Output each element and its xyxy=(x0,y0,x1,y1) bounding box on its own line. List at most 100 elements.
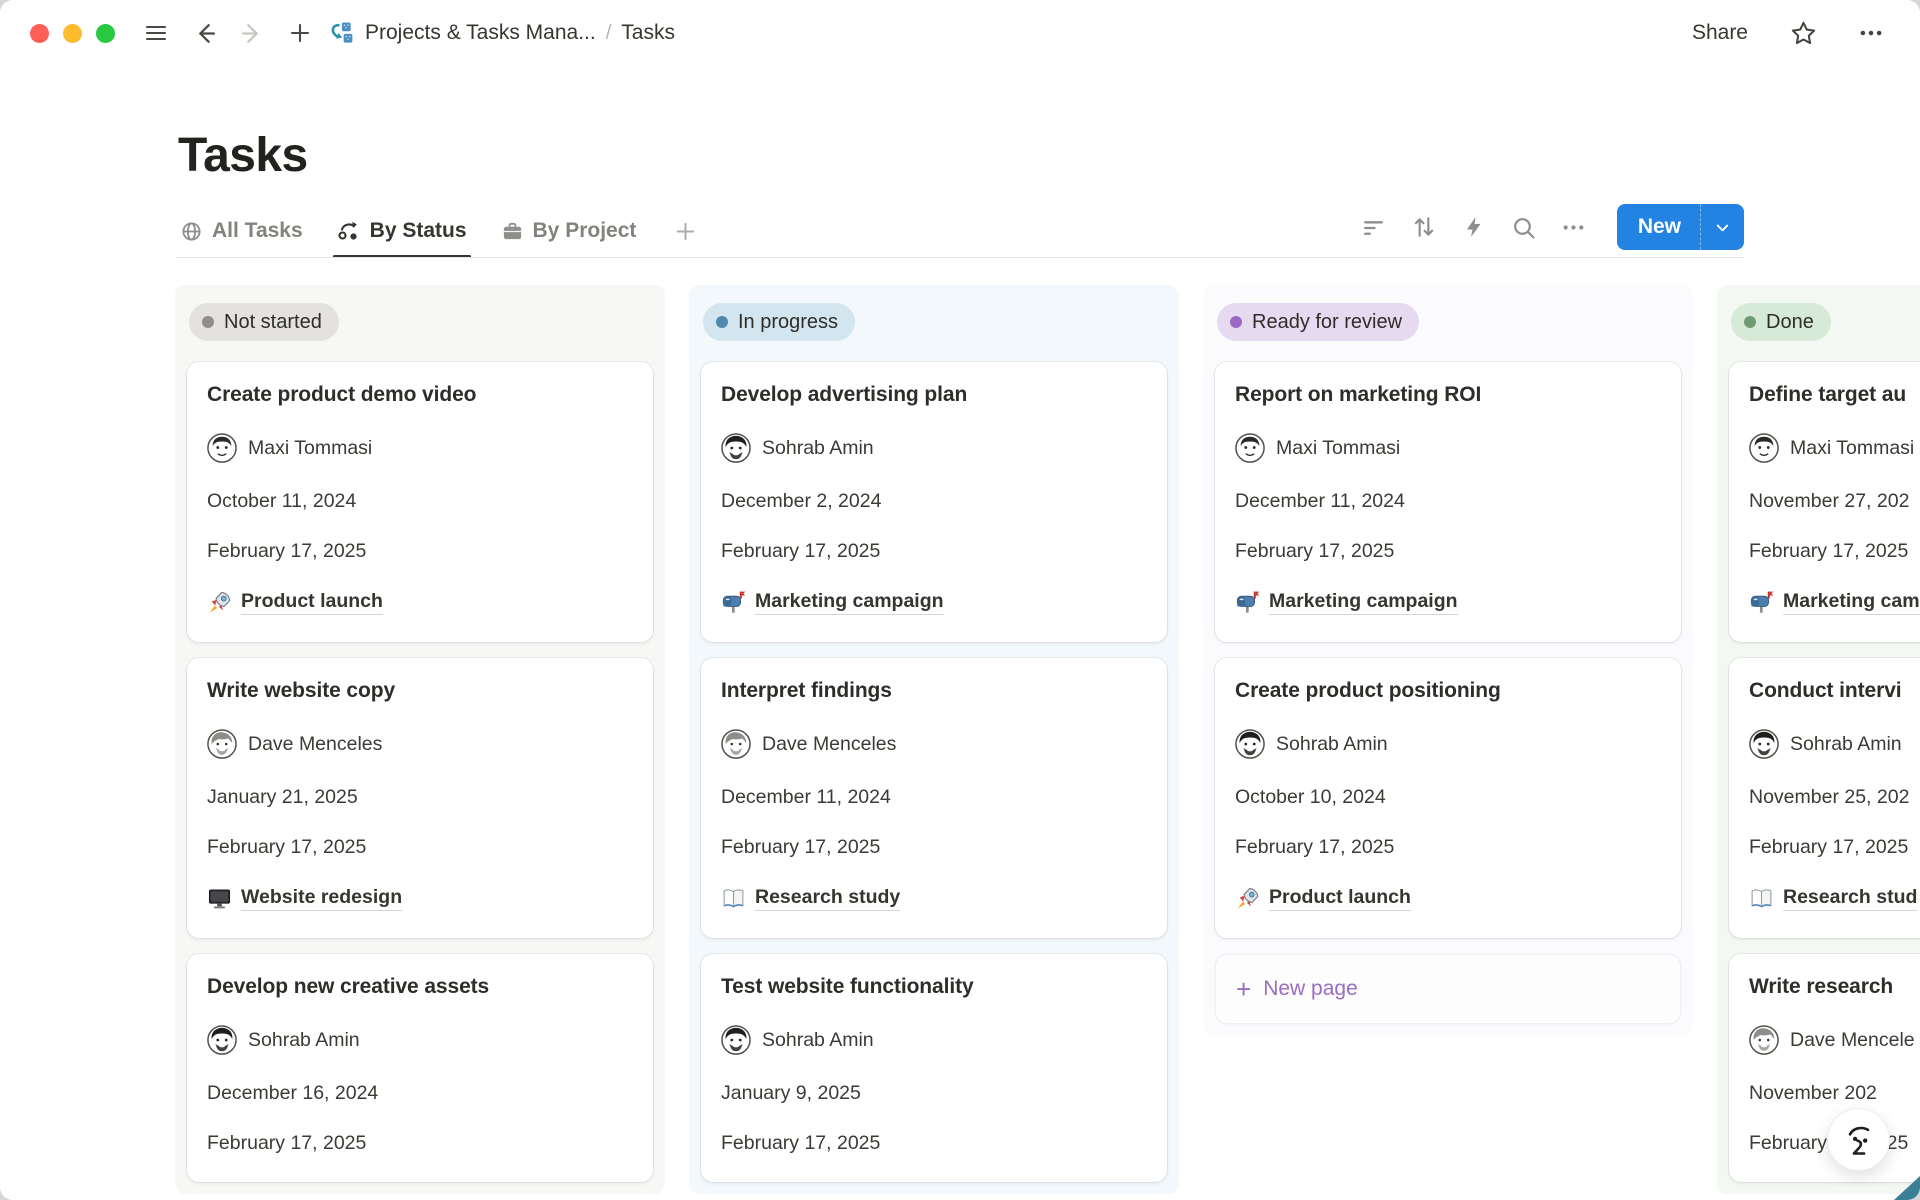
forward-arrow-icon xyxy=(240,21,265,46)
task-due-date: February 17, 2025 xyxy=(721,540,881,562)
status-dot-icon xyxy=(716,316,728,328)
task-due-date: February 17, 2025 xyxy=(721,1132,881,1154)
automations-button[interactable] xyxy=(1462,215,1486,239)
column-status-pill[interactable]: Done xyxy=(1731,303,1831,341)
ellipsis-icon xyxy=(1858,20,1884,46)
tab-by-status[interactable]: By Status xyxy=(332,219,471,258)
ai-assistant-button[interactable] xyxy=(1827,1108,1890,1171)
task-card[interactable]: Define target au Maxi Tommasi November 2… xyxy=(1729,362,1920,642)
project-link[interactable]: Research study xyxy=(755,886,901,911)
task-card[interactable]: Create product positioning Sohrab Amin O… xyxy=(1215,658,1681,938)
favorite-button[interactable] xyxy=(1784,14,1822,52)
forward-button[interactable] xyxy=(233,14,271,52)
task-card[interactable]: Report on marketing ROI Maxi Tommasi Dec… xyxy=(1215,362,1681,642)
board: Not started Create product demo video Ma… xyxy=(175,285,1920,1194)
status-dot-icon xyxy=(202,316,214,328)
project-link[interactable]: Product launch xyxy=(241,590,383,615)
column-status-pill[interactable]: In progress xyxy=(703,303,856,341)
minimize-window-button[interactable] xyxy=(63,23,82,43)
project-row: Research stud xyxy=(1749,886,1920,911)
status-icon xyxy=(337,219,361,243)
tab-by-project[interactable]: By Project xyxy=(499,219,639,258)
assignee-row: Dave Mencele xyxy=(1749,1025,1920,1055)
board-column-done: Done Define target au Maxi Tommasi Novem… xyxy=(1717,285,1920,1194)
task-card[interactable]: Test website functionality Sohrab Amin J… xyxy=(701,954,1167,1182)
task-due-date: February 17, 2025 xyxy=(207,1132,367,1154)
breadcrumb-page[interactable]: Tasks xyxy=(621,21,675,44)
avatar-sohrab-icon xyxy=(1749,729,1779,759)
filter-button[interactable] xyxy=(1361,215,1386,240)
project-link[interactable]: Marketing cam xyxy=(1783,590,1920,615)
column-cards: Create product demo video Maxi Tommasi O… xyxy=(187,362,653,1182)
task-card[interactable]: Write research Dave Mencele November 202… xyxy=(1729,954,1920,1182)
task-start-date: November 27, 202 xyxy=(1749,490,1910,512)
zoom-window-button[interactable] xyxy=(96,23,115,43)
view-tabs-row: All Tasks By Status By Project New xyxy=(0,200,1920,258)
avatar-sohrab-icon xyxy=(721,433,751,463)
back-arrow-icon xyxy=(192,21,217,46)
column-status-pill[interactable]: Ready for review xyxy=(1217,303,1420,341)
share-button[interactable]: Share xyxy=(1686,20,1754,46)
avatar-maxi-icon xyxy=(207,433,237,463)
task-start-date: January 9, 2025 xyxy=(721,1082,861,1104)
assignee-name: Sohrab Amin xyxy=(248,1028,360,1051)
ellipsis-icon xyxy=(1561,215,1586,240)
task-start-date: January 21, 2025 xyxy=(207,786,358,808)
task-start-date: October 10, 2024 xyxy=(1235,786,1386,808)
task-title: Develop new creative assets xyxy=(207,975,490,998)
search-icon xyxy=(1511,215,1536,240)
status-dot-icon xyxy=(1744,316,1756,328)
avatar-sohrab-icon xyxy=(721,1025,751,1055)
breadcrumb-project[interactable]: Projects & Tasks Mana... xyxy=(365,21,596,44)
new-tab-button[interactable] xyxy=(281,14,319,52)
mailbox-icon xyxy=(1235,590,1260,615)
project-link[interactable]: Marketing campaign xyxy=(1269,590,1458,615)
sidebar-toggle-button[interactable] xyxy=(137,14,175,52)
sort-icon xyxy=(1411,214,1437,240)
task-start-date: November 25, 202 xyxy=(1749,786,1910,808)
new-button[interactable]: New xyxy=(1616,204,1744,250)
assignee-row: Sohrab Amin xyxy=(1749,729,1920,759)
close-window-button[interactable] xyxy=(30,23,49,43)
project-link[interactable]: Website redesign xyxy=(241,886,403,911)
column-label: Done xyxy=(1766,310,1814,333)
task-title: Report on marketing ROI xyxy=(1235,383,1482,406)
tab-all-tasks[interactable]: All Tasks xyxy=(178,219,305,258)
back-button[interactable] xyxy=(185,14,223,52)
new-page-label: New page xyxy=(1263,977,1358,1000)
project-link[interactable]: Product launch xyxy=(1269,886,1411,911)
project-link[interactable]: Research stud xyxy=(1783,886,1918,911)
avatar-dave-icon xyxy=(207,729,237,759)
task-due-date: February 17, 2025 xyxy=(1235,836,1395,858)
task-card[interactable]: Develop new creative assets Sohrab Amin … xyxy=(187,954,653,1182)
tab-label: By Status xyxy=(369,219,467,242)
project-link[interactable]: Marketing campaign xyxy=(755,590,944,615)
task-card[interactable]: Develop advertising plan Sohrab Amin Dec… xyxy=(701,362,1167,642)
task-card[interactable]: Interpret findings Dave Menceles Decembe… xyxy=(701,658,1167,938)
new-dropdown-toggle[interactable] xyxy=(1700,204,1744,250)
window-topbar: Projects & Tasks Mana... / Tasks Share xyxy=(0,0,1920,66)
search-button[interactable] xyxy=(1511,215,1536,240)
plus-icon xyxy=(288,21,312,45)
assignee-name: Dave Menceles xyxy=(248,732,383,755)
view-options-button[interactable] xyxy=(1561,215,1586,240)
task-title: Conduct intervi xyxy=(1749,679,1902,702)
plus-icon xyxy=(674,220,697,243)
task-start-date: December 2, 2024 xyxy=(721,490,882,512)
task-card[interactable]: Create product demo video Maxi Tommasi O… xyxy=(187,362,653,642)
task-card[interactable]: Conduct intervi Sohrab Amin November 25,… xyxy=(1729,658,1920,938)
task-due-date: February 17, 2025 xyxy=(1749,836,1909,858)
assignee-row: Sohrab Amin xyxy=(207,1025,633,1055)
assignee-row: Maxi Tommasi xyxy=(1235,433,1661,463)
more-options-button[interactable] xyxy=(1852,14,1890,52)
project-row: Website redesign xyxy=(207,886,633,911)
add-view-button[interactable] xyxy=(668,219,703,258)
task-card[interactable]: Write website copy Dave Menceles January… xyxy=(187,658,653,938)
mailbox-icon xyxy=(721,590,746,615)
sort-button[interactable] xyxy=(1411,214,1437,240)
project-row: Marketing cam xyxy=(1749,590,1920,615)
new-page-button[interactable]: + New page xyxy=(1215,954,1681,1024)
avatar-maxi-icon xyxy=(1749,433,1779,463)
column-status-pill[interactable]: Not started xyxy=(189,303,339,341)
